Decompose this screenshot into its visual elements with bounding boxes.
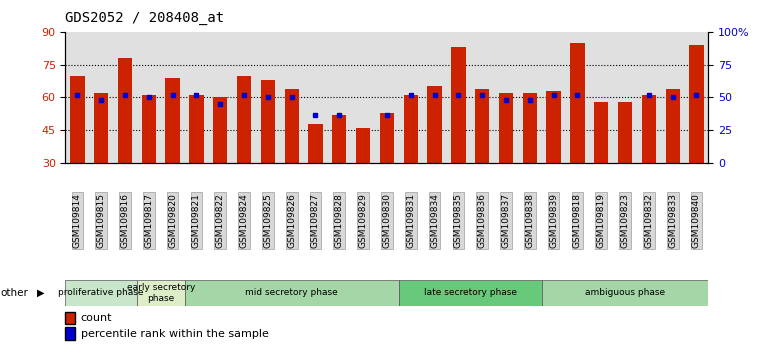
Text: GSM109840: GSM109840 [692,193,701,248]
Bar [571,43,584,163]
Text: percentile rank within the sample: percentile rank within the sample [81,329,269,339]
Text: other: other [0,288,28,298]
Bar [665,88,680,163]
Text: proliferative phase: proliferative phase [59,289,144,297]
Text: ▶: ▶ [37,288,45,298]
Text: GSM109828: GSM109828 [335,193,343,248]
Bar [166,78,179,163]
Text: GSM109817: GSM109817 [144,193,153,248]
Bar [94,93,109,163]
Text: GSM109832: GSM109832 [644,193,654,248]
Bar [70,75,85,163]
Bar [594,102,608,163]
Bar [285,88,299,163]
Text: GDS2052 / 208408_at: GDS2052 / 208408_at [65,11,225,25]
Text: late secretory phase: late secretory phase [424,289,517,297]
Text: GSM109836: GSM109836 [477,193,487,248]
Text: GSM109829: GSM109829 [359,193,367,248]
Bar [308,124,323,163]
Text: GSM109824: GSM109824 [239,193,249,248]
Bar [475,88,489,163]
Bar [451,47,466,163]
Text: count: count [81,313,112,323]
Bar [399,280,542,306]
Text: GSM109830: GSM109830 [383,193,391,248]
Bar [542,280,708,306]
Text: GSM109815: GSM109815 [97,193,105,248]
Bar [118,58,132,163]
Text: GSM109833: GSM109833 [668,193,677,248]
Bar [261,80,275,163]
Text: GSM109820: GSM109820 [168,193,177,248]
Text: ambiguous phase: ambiguous phase [585,289,665,297]
Text: GSM109819: GSM109819 [597,193,606,248]
Text: GSM109818: GSM109818 [573,193,582,248]
Bar [332,115,346,163]
Text: early secretory
phase: early secretory phase [126,283,195,303]
Text: GSM109826: GSM109826 [287,193,296,248]
Text: GSM109821: GSM109821 [192,193,201,248]
Bar [213,97,227,163]
Text: GSM109837: GSM109837 [501,193,511,248]
Bar [499,93,513,163]
Text: GSM109838: GSM109838 [525,193,534,248]
Text: GSM109825: GSM109825 [263,193,273,248]
Bar [427,86,442,163]
Bar [65,280,137,306]
Text: GSM109839: GSM109839 [549,193,558,248]
Bar [185,280,399,306]
Text: GSM109822: GSM109822 [216,193,225,248]
Text: GSM109834: GSM109834 [430,193,439,248]
Text: mid secretory phase: mid secretory phase [246,289,338,297]
Bar [641,95,656,163]
Text: GSM109816: GSM109816 [120,193,129,248]
Bar [403,95,418,163]
Text: GSM109835: GSM109835 [454,193,463,248]
Bar [356,128,370,163]
Bar [137,280,185,306]
Text: GSM109831: GSM109831 [407,193,415,248]
Bar [523,93,537,163]
Bar [380,113,394,163]
Bar [142,95,156,163]
Bar [547,91,561,163]
Bar [689,45,704,163]
Text: GSM109814: GSM109814 [73,193,82,248]
Bar [618,102,632,163]
Text: GSM109827: GSM109827 [311,193,320,248]
Text: GSM109823: GSM109823 [621,193,630,248]
Bar [189,95,203,163]
Bar [237,75,251,163]
